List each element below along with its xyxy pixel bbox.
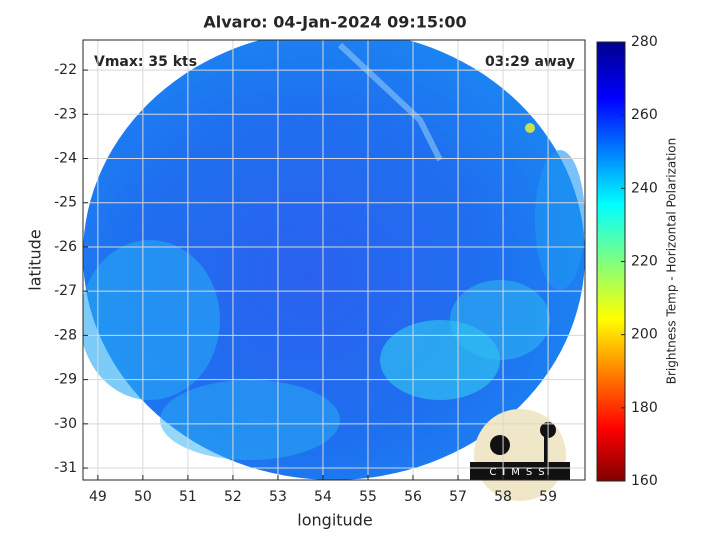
colorbar-tick-label: 220 [631,254,658,270]
y-tick-label: -28 [54,327,77,343]
y-tick-label: -30 [54,416,77,432]
colorbar-tick-label: 160 [631,473,658,489]
colorbar-tick-label: 180 [631,400,658,416]
x-tick-label: 57 [449,489,467,505]
plot-frame [82,39,586,481]
y-tick-label: -27 [54,283,77,299]
x-tick-label: 55 [359,489,377,505]
logo-text: CIMSS [489,467,550,478]
colorbar-tick-label: 260 [631,107,658,123]
y-tick-label: -26 [54,239,77,255]
x-tick-label: 56 [404,489,422,505]
colorbar-tick-label: 280 [631,34,658,50]
x-tick-label: 52 [224,489,242,505]
y-tick-label: -23 [54,106,77,122]
x-tick-label: 50 [134,489,152,505]
x-tick-label: 54 [314,489,332,505]
y-axis-label: latitude [26,229,45,290]
x-tick-label: 51 [179,489,197,505]
cimss-logo: CIMSS [470,409,570,501]
y-tick-label: -24 [54,151,77,167]
x-tick-label: 49 [89,489,107,505]
y-tick-label: -31 [54,460,77,476]
x-axis-label: longitude [297,511,372,530]
chart-title: Alvaro: 04-Jan-2024 09:15:00 [203,13,466,32]
x-tick-label: 53 [269,489,287,505]
x-tick-label: 59 [539,489,557,505]
colorbar [596,41,626,482]
colorbar-tick-label: 240 [631,180,658,196]
colorbar-label: Brightness Temp - Horizontal Polarizatio… [665,138,679,385]
colorbar-tick-label: 200 [631,327,658,343]
annotation: Vmax: 35 kts [94,54,197,70]
annotation: 03:29 away [485,54,575,70]
y-tick-label: -22 [54,62,77,78]
satellite-image [83,40,585,480]
y-tick-label: -25 [54,195,77,211]
x-tick-label: 58 [494,489,512,505]
y-tick-label: -29 [54,372,77,388]
